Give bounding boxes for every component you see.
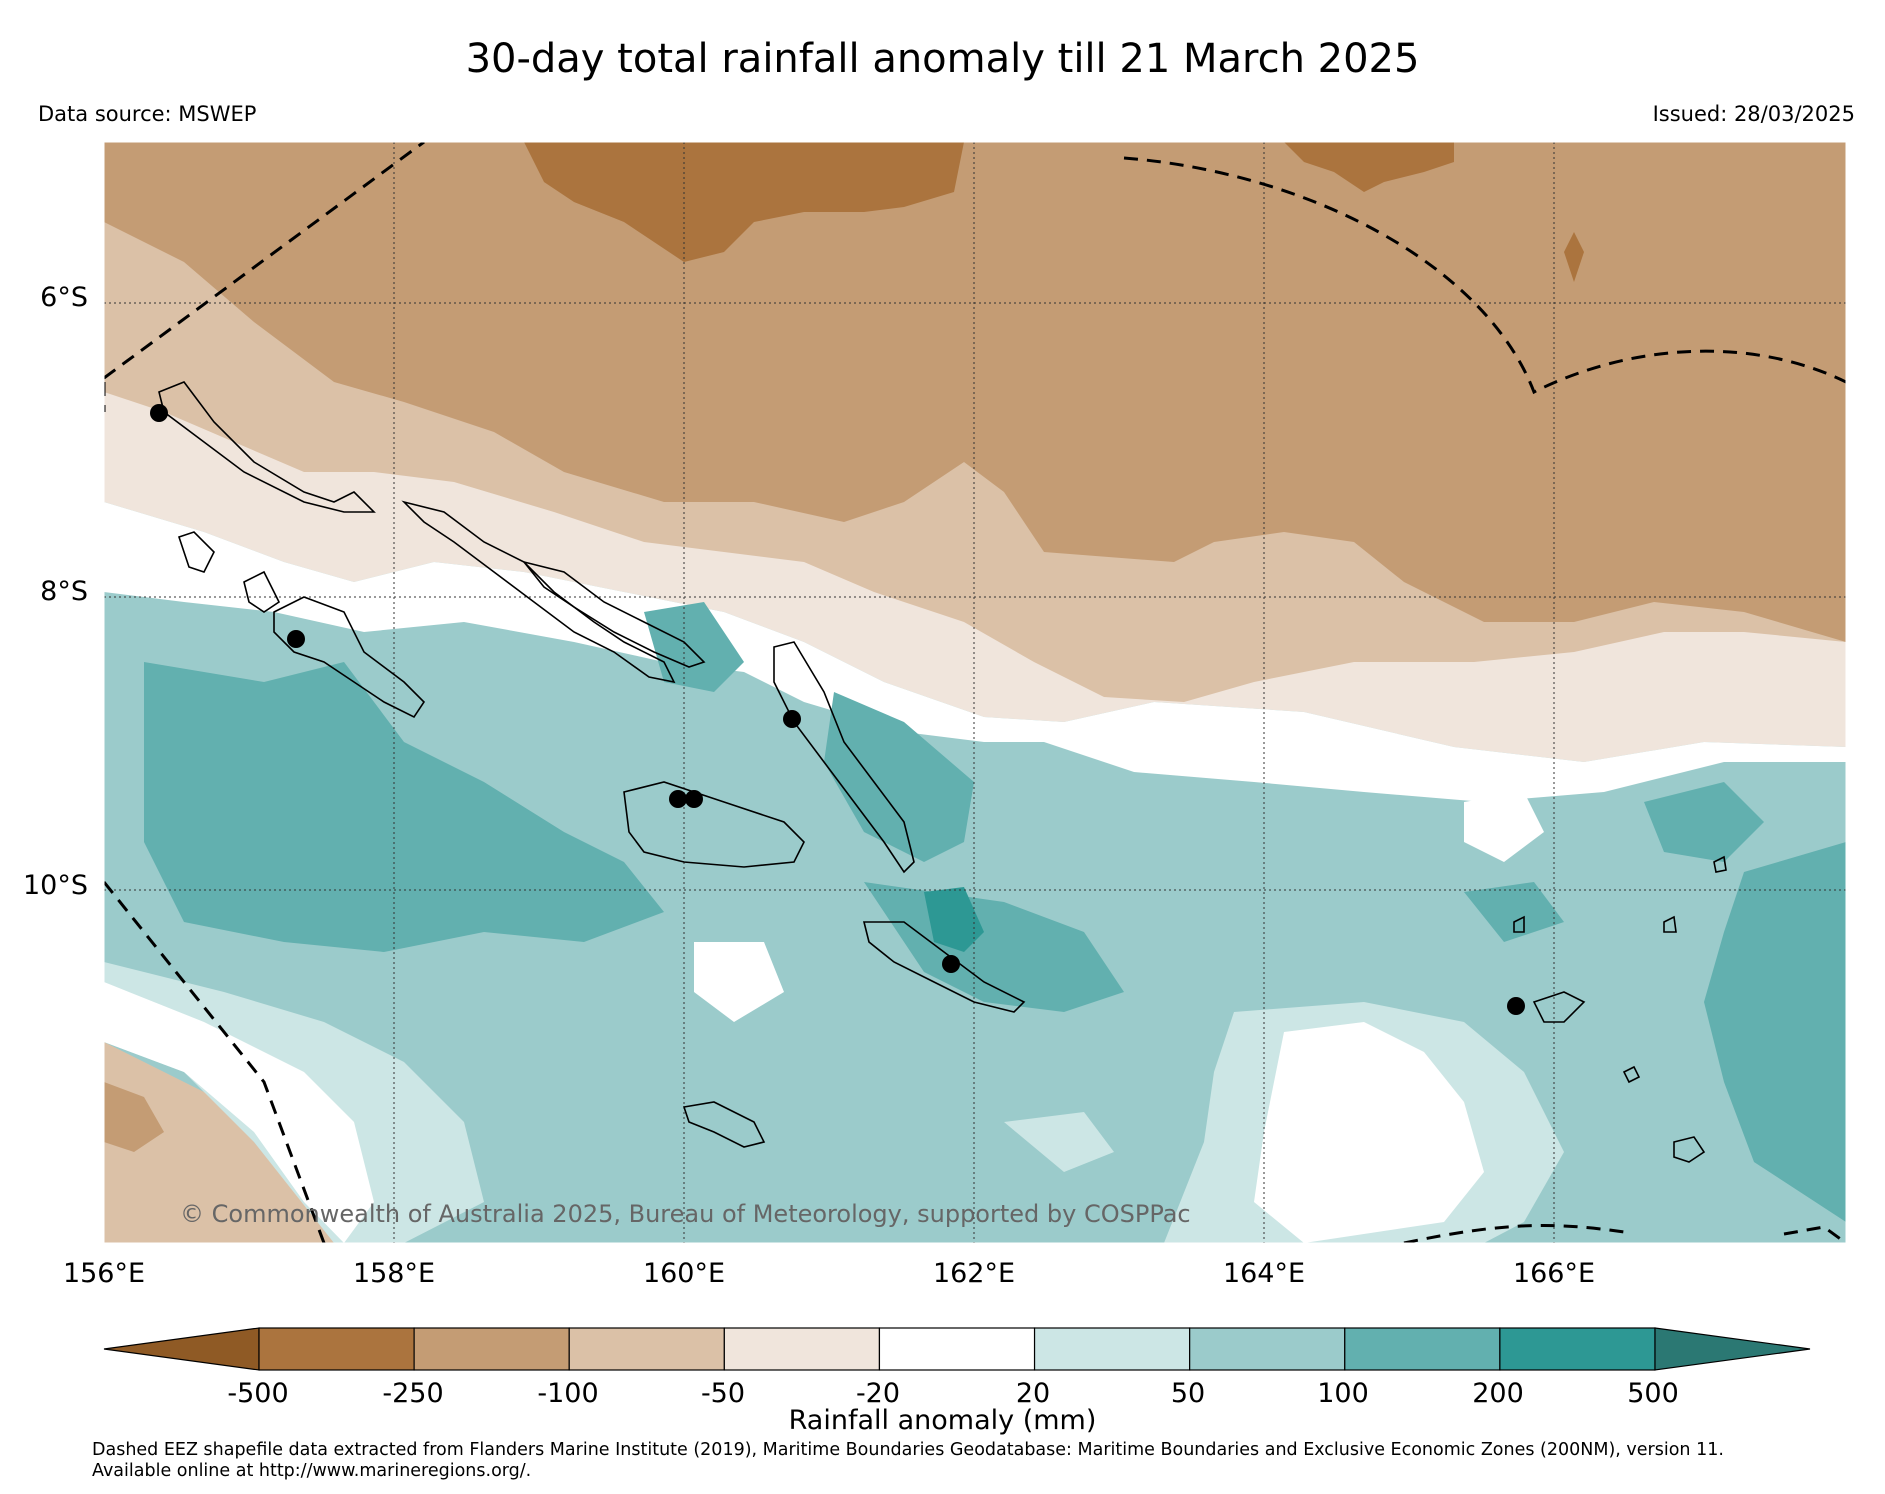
station-marker	[1507, 997, 1525, 1015]
lon-tick-label: 162°E	[932, 1258, 1016, 1289]
colorbar-extend-low	[103, 1327, 260, 1371]
lon-tick-label: 166°E	[1512, 1258, 1596, 1289]
colorbar-segment	[723, 1327, 881, 1371]
eez-boundaries	[104, 142, 1846, 1243]
wet-200-500-region	[924, 887, 984, 952]
footnote: Dashed EEZ shapefile data extracted from…	[92, 1440, 1724, 1481]
colorbar-title: Rainfall anomaly (mm)	[788, 1405, 1097, 1436]
graticule	[104, 142, 1846, 1243]
data-source: Data source: MSWEP	[38, 102, 257, 126]
white-south	[104, 942, 1484, 1243]
colorbar-tick-label: -500	[227, 1378, 289, 1409]
station-marker	[287, 630, 305, 648]
colorbar	[103, 1327, 1811, 1371]
colorbar-segment	[413, 1327, 570, 1371]
colorbar-tick-label: -250	[382, 1378, 444, 1409]
colorbar-tick-label: 50	[1170, 1378, 1206, 1409]
lon-tick-label: 160°E	[642, 1258, 726, 1289]
colorbar-segment	[878, 1327, 1036, 1371]
rainfall-anomaly-map	[104, 142, 1846, 1243]
colorbar-segment	[1344, 1327, 1501, 1371]
colorbar-tick-label: 200	[1472, 1378, 1524, 1409]
colorbar-tick-label: -50	[700, 1378, 746, 1409]
island-outlines	[158, 381, 1727, 1163]
chart-title: 30-day total rainfall anomaly till 21 Ma…	[465, 36, 1420, 82]
colorbar-tick-label: 500	[1627, 1378, 1679, 1409]
lat-tick-label: 8°S	[40, 576, 88, 607]
colorbar-segment	[1033, 1327, 1191, 1371]
colorbar-segment	[568, 1327, 725, 1371]
lat-tick-label: 10°S	[23, 870, 88, 901]
dry-250-500-region	[524, 142, 1584, 282]
lon-tick-label: 164°E	[1222, 1258, 1306, 1289]
wet-20-50-south	[104, 962, 1564, 1243]
stations	[150, 404, 1525, 1015]
station-marker	[783, 710, 801, 728]
colorbar-segment	[258, 1327, 415, 1371]
colorbar-tick-label: 100	[1317, 1378, 1369, 1409]
white-east-pocket	[1464, 792, 1544, 862]
wet-100-200-region	[144, 602, 1846, 1222]
station-marker	[685, 790, 703, 808]
colorbar-tick-label: -100	[537, 1378, 599, 1409]
station-marker	[150, 404, 168, 422]
dry-west-coast-inner	[104, 1082, 164, 1152]
copyright-notice: © Commonwealth of Australia 2025, Bureau…	[180, 1200, 1191, 1228]
issued-date: Issued: 28/03/2025	[1652, 102, 1855, 126]
colorbar-segment	[1499, 1327, 1656, 1371]
colorbar-tick-label: 20	[1015, 1378, 1051, 1409]
colorbar-extend-high	[1654, 1327, 1811, 1371]
station-marker	[669, 790, 687, 808]
station-marker	[942, 955, 960, 973]
dry-100-250-region	[104, 142, 1846, 642]
colorbar-tick-label: -20	[855, 1378, 901, 1409]
colorbar-segment	[1189, 1327, 1346, 1371]
dry-west-coast-region	[104, 1042, 334, 1243]
lon-tick-label: 156°E	[62, 1258, 146, 1289]
lon-tick-label: 158°E	[352, 1258, 436, 1289]
lat-tick-label: 6°S	[40, 282, 88, 313]
